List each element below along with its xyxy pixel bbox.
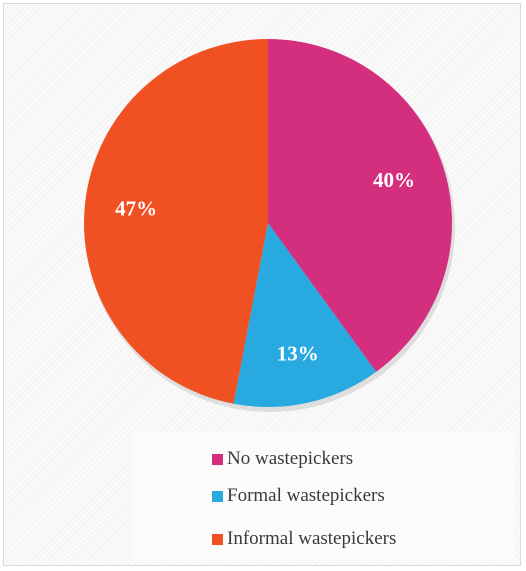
pie-data-labels: 40% 13% 47% [115,168,415,366]
legend-item-informal-wastepickers: Informal wastepickers [212,527,396,551]
legend-swatch-informal-wastepickers [212,533,223,545]
slice-label-informal-wastepickers: 47% [115,196,157,220]
legend-label: Informal wastepickers [227,528,397,549]
slice-no-wastepickers [268,39,453,372]
slice-formal-wastepickers [233,223,377,407]
slice-informal-wastepickers [84,39,269,404]
legend-label: Formal wastepickers [227,485,385,506]
legend-label: No wastepickers [227,448,354,469]
pie-slices [84,39,455,412]
legend-item-no-wastepickers: No wastepickers [212,447,353,471]
chart-legend: No wastepickers Formal wastepickers Info… [132,432,514,560]
slice-label-no-wastepickers: 40% [373,168,415,192]
legend-swatch-formal-wastepickers [212,490,223,502]
legend-swatch-no-wastepickers [212,453,223,465]
legend-item-formal-wastepickers: Formal wastepickers [212,484,385,508]
slice-label-formal-wastepickers: 13% [277,342,319,366]
